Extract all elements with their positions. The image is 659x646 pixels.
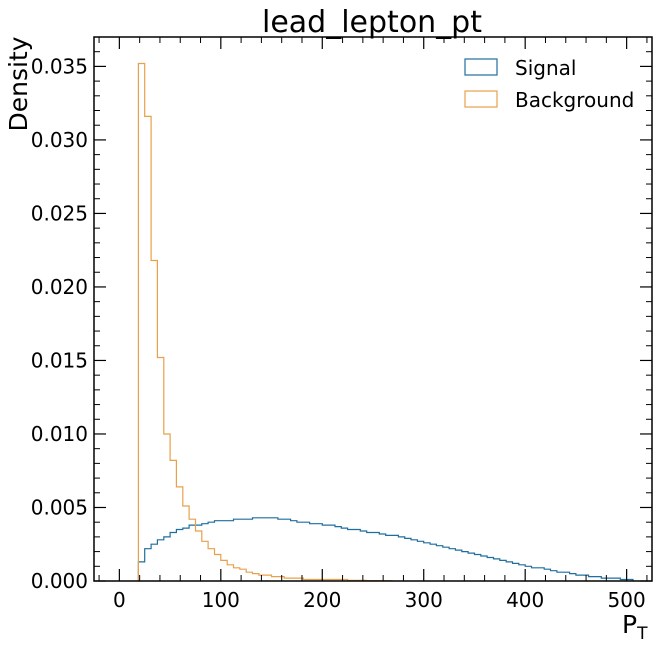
y-tick-label: 0.005 (31, 495, 88, 519)
x-tick-label: 500 (608, 588, 646, 612)
legend-swatch-signal (464, 58, 498, 76)
y-tick-label: 0.030 (31, 128, 88, 152)
series-signal-line (137, 517, 634, 581)
legend-swatch-background (464, 90, 498, 108)
x-tick-label: 400 (506, 588, 544, 612)
y-tick-label: 0.000 (31, 569, 88, 593)
plot-frame (93, 36, 653, 582)
x-tick-label: 200 (303, 588, 341, 612)
y-tick-label: 0.020 (31, 275, 88, 299)
chart-title: lead_lepton_pt (262, 5, 482, 40)
y-tick-label: 0.035 (31, 54, 88, 78)
legend-label-signal: Signal (515, 56, 576, 80)
x-tick-label: 0 (113, 588, 126, 612)
series-background-line (137, 62, 393, 582)
y-tick-label: 0.010 (31, 422, 88, 446)
legend-label-background: Background (515, 88, 634, 112)
x-tick-label: 100 (202, 588, 240, 612)
axis-ticks: 0 100 200 300 400 500 0.000 0.005 0.010 0.015 0.02… (31, 37, 652, 612)
y-axis-label: Density (4, 36, 33, 131)
x-axis-label: PT (622, 610, 648, 644)
legend: Signal Background (464, 56, 634, 112)
y-tick-label: 0.025 (31, 201, 88, 225)
histogram-steps (137, 62, 634, 582)
x-tick-label: 300 (405, 588, 443, 612)
y-tick-label: 0.015 (31, 348, 88, 372)
